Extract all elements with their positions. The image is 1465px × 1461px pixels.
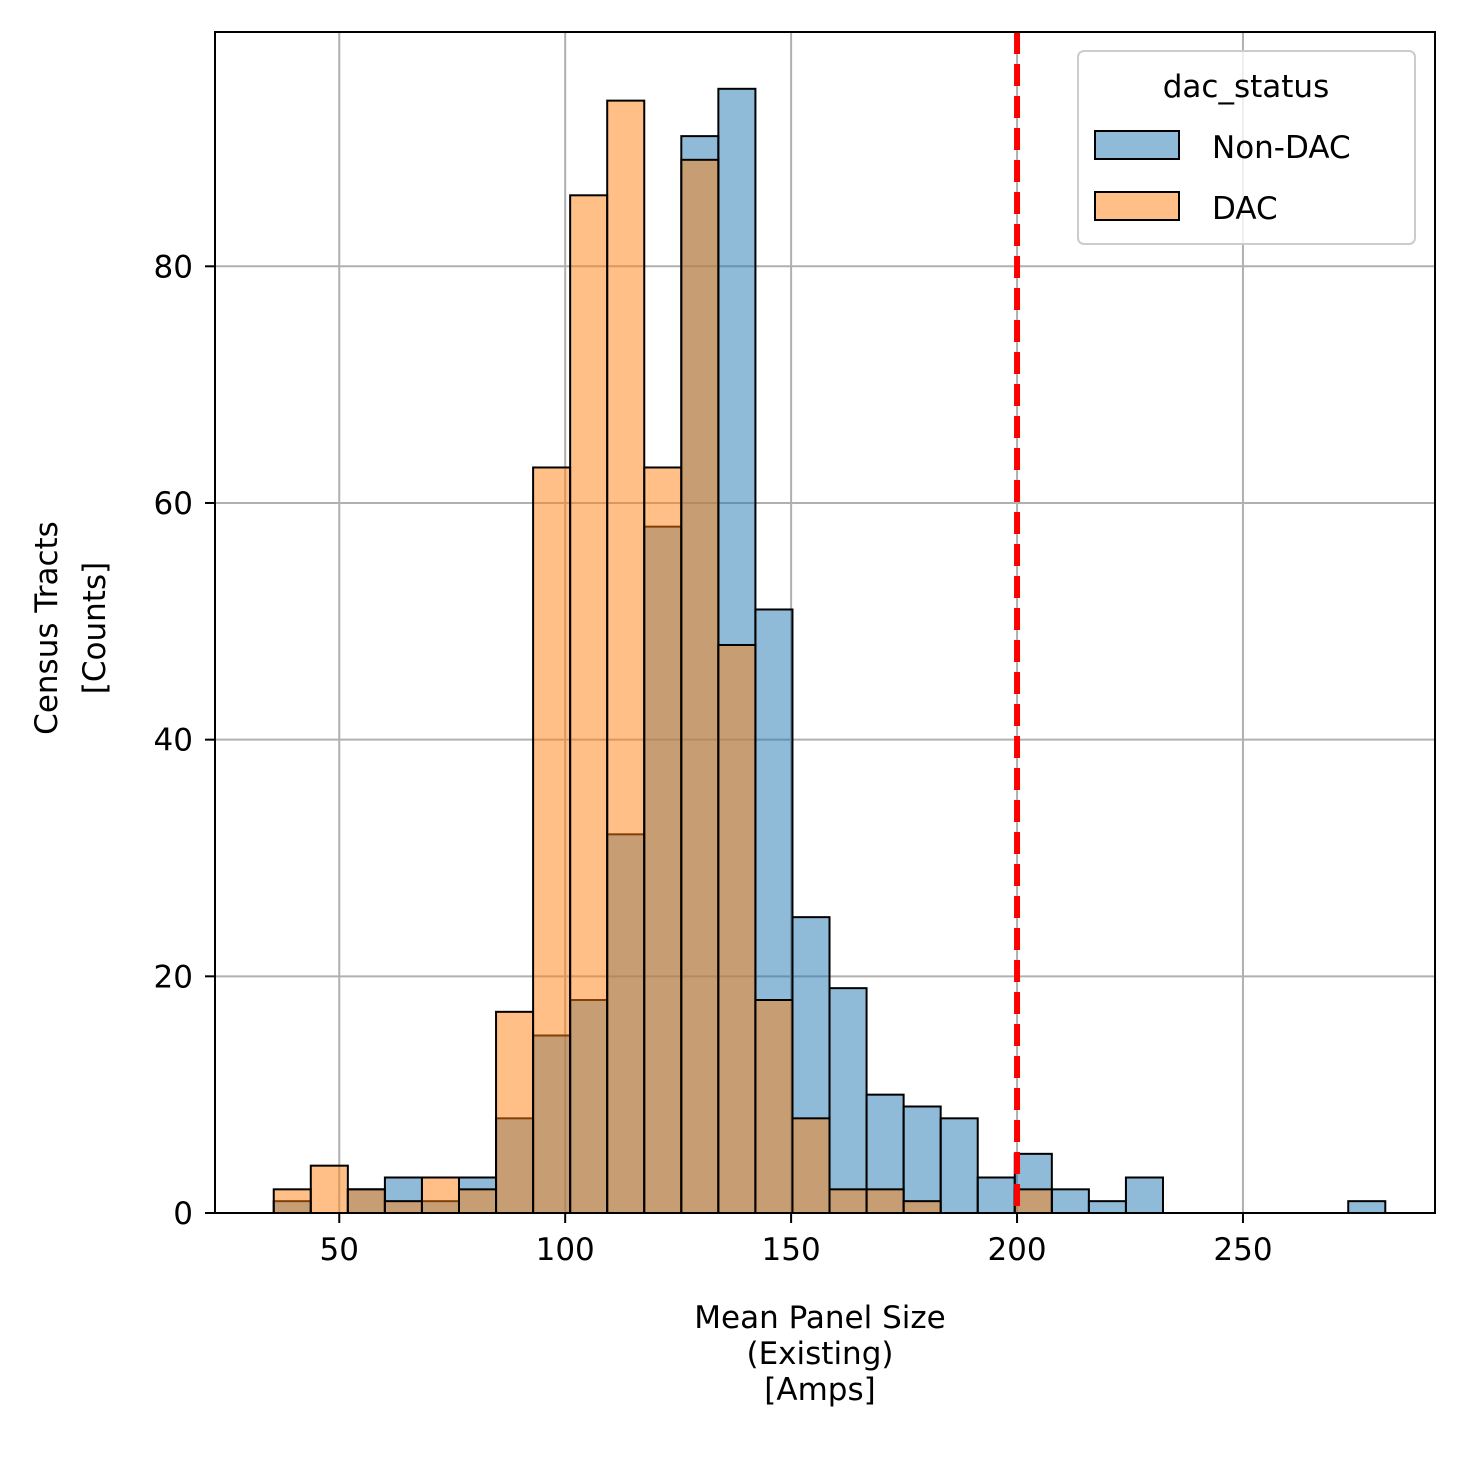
axis-ticks: 50 100 150 200 250 0 20 40 60 80 — [154, 249, 1273, 1268]
bar-dac-20 — [1013, 1188, 1053, 1214]
bar-non-dac-18 — [939, 1117, 979, 1215]
bar-non-dac-15 — [828, 987, 868, 1215]
bar-non-dac-22 — [1087, 1200, 1127, 1215]
bar-dac-1 — [309, 1164, 349, 1214]
x-tick-label: 200 — [987, 1232, 1046, 1268]
legend-label-non-dac: Non-DAC — [1212, 130, 1351, 166]
x-axis-label-line-1: Mean Panel Size — [694, 1300, 945, 1336]
legend: dac_status Non-DAC DAC — [1077, 50, 1416, 245]
legend-swatch-dac — [1094, 191, 1180, 221]
y-tick-label: 20 — [154, 959, 193, 995]
bar-non-dac-23 — [1124, 1176, 1164, 1215]
bar-dac-15 — [828, 1188, 868, 1214]
y-tick-label: 40 — [154, 723, 193, 759]
bar-dac-9 — [606, 99, 646, 1215]
bar-non-dac-29 — [1347, 1200, 1387, 1215]
bar-dac-0 — [272, 1188, 312, 1214]
y-tick-label: 60 — [154, 486, 193, 522]
histogram-bars — [272, 87, 1387, 1215]
x-tick-label: 50 — [320, 1232, 359, 1268]
bar-dac-2 — [346, 1188, 386, 1214]
bar-dac-5 — [458, 1188, 498, 1214]
bar-dac-4 — [420, 1176, 461, 1215]
bar-dac-10 — [643, 466, 683, 1214]
y-tick-label: 0 — [173, 1196, 193, 1232]
x-axis-label-line-2: (Existing) — [747, 1336, 894, 1372]
x-tick-label: 150 — [762, 1232, 821, 1268]
bar-dac-13 — [754, 998, 794, 1214]
legend-swatch-non-dac — [1094, 130, 1180, 160]
bar-dac-12 — [717, 643, 757, 1214]
x-tick-label: 100 — [536, 1232, 595, 1268]
plot-frame — [214, 31, 1436, 1214]
legend-label-dac: DAC — [1212, 191, 1278, 227]
bar-non-dac-19 — [976, 1176, 1016, 1215]
bar-non-dac-21 — [1050, 1188, 1090, 1214]
bar-dac-17 — [902, 1200, 942, 1215]
bar-dac-16 — [865, 1188, 905, 1214]
bar-non-dac-17 — [902, 1105, 942, 1214]
bar-dac-3 — [383, 1200, 423, 1215]
bar-dac-14 — [791, 1117, 831, 1215]
x-axis-label-line-3: [Amps] — [764, 1372, 875, 1408]
bar-dac-7 — [532, 466, 572, 1214]
x-tick-label: 250 — [1213, 1232, 1272, 1268]
bar-dac-8 — [569, 194, 609, 1214]
y-axis-label-line-1: Census Tracts — [29, 521, 65, 735]
bar-dac-11 — [680, 158, 720, 1215]
legend-title: dac_status — [1163, 69, 1329, 105]
bar-dac-6 — [495, 1010, 535, 1214]
y-tick-label: 80 — [154, 249, 193, 285]
y-axis-label-line-2: [Counts] — [77, 562, 113, 694]
